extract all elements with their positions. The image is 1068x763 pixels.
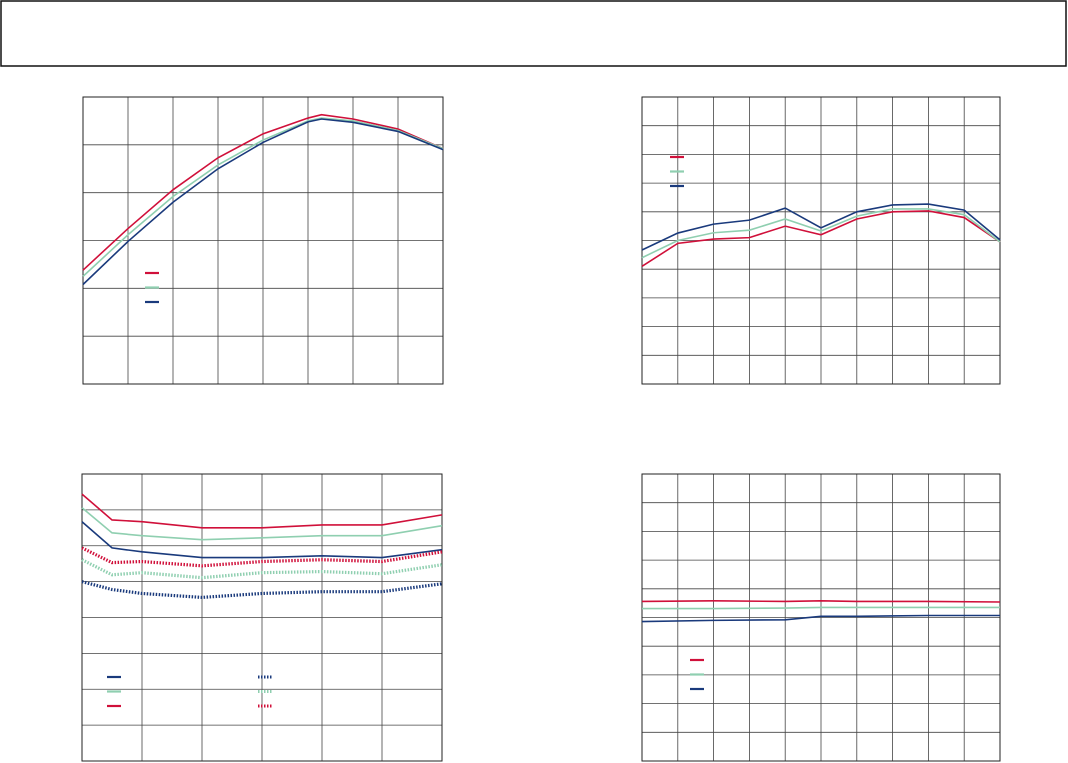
- series-line: [642, 606, 1000, 610]
- series-line: [82, 113, 444, 271]
- series-line: [82, 117, 444, 277]
- plot-frame: [641, 473, 1001, 762]
- series-line: [641, 203, 1001, 251]
- plot-frame: [641, 96, 1001, 385]
- series-line: [81, 493, 443, 529]
- series-line: [641, 210, 1001, 268]
- series-line: [81, 580, 443, 600]
- series-line: [81, 558, 443, 580]
- header-box: [0, 0, 1067, 67]
- series-line: [641, 600, 1001, 603]
- series-line: [641, 614, 1000, 623]
- series-line: [81, 521, 443, 559]
- plot-frame: [81, 473, 443, 762]
- series-line: [81, 507, 443, 541]
- series-line: [641, 208, 1001, 259]
- series-line: [81, 546, 443, 568]
- series-line: [82, 118, 444, 286]
- plot-frame: [82, 96, 444, 385]
